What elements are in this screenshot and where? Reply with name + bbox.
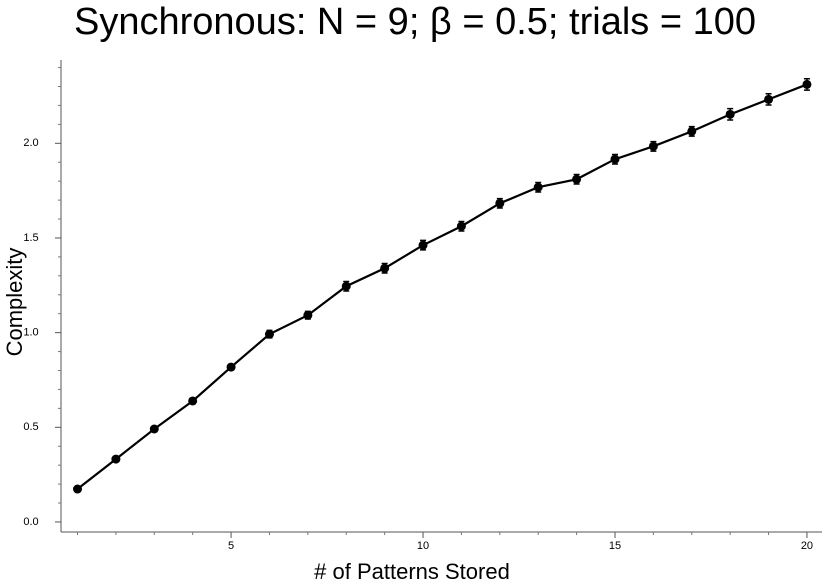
point (572, 174, 582, 184)
y-tick-label: 2.0 (23, 137, 38, 149)
point (495, 198, 505, 208)
point (226, 362, 236, 372)
x-axis-label: # of Patterns Stored (314, 559, 510, 584)
point (73, 484, 83, 494)
y-tick-label: 1.0 (23, 327, 38, 339)
point (341, 281, 351, 291)
point (380, 263, 390, 273)
y-axis-label: Complexity (2, 248, 27, 357)
point (149, 424, 159, 434)
chart-title: Synchronous: N = 9; β = 0.5; trials = 10… (74, 1, 756, 43)
point (456, 221, 466, 231)
point (111, 454, 121, 464)
point (687, 126, 697, 136)
y-tick-label: 1.5 (23, 232, 38, 244)
point (188, 396, 198, 406)
x-tick-label: 5 (228, 540, 234, 552)
point (533, 182, 543, 192)
y-tick-label: 0.5 (23, 421, 38, 433)
line (76, 83, 808, 490)
point (610, 154, 620, 164)
point (303, 310, 313, 320)
x-tick-label: 15 (609, 540, 621, 552)
y-tick-label: 0.0 (23, 516, 38, 528)
point (764, 94, 774, 104)
x-tick-label: 20 (801, 540, 813, 552)
point (264, 329, 274, 339)
point (802, 79, 812, 89)
point (725, 109, 735, 119)
point (418, 240, 428, 250)
x-tick-label: 10 (417, 540, 429, 552)
point (648, 141, 658, 151)
